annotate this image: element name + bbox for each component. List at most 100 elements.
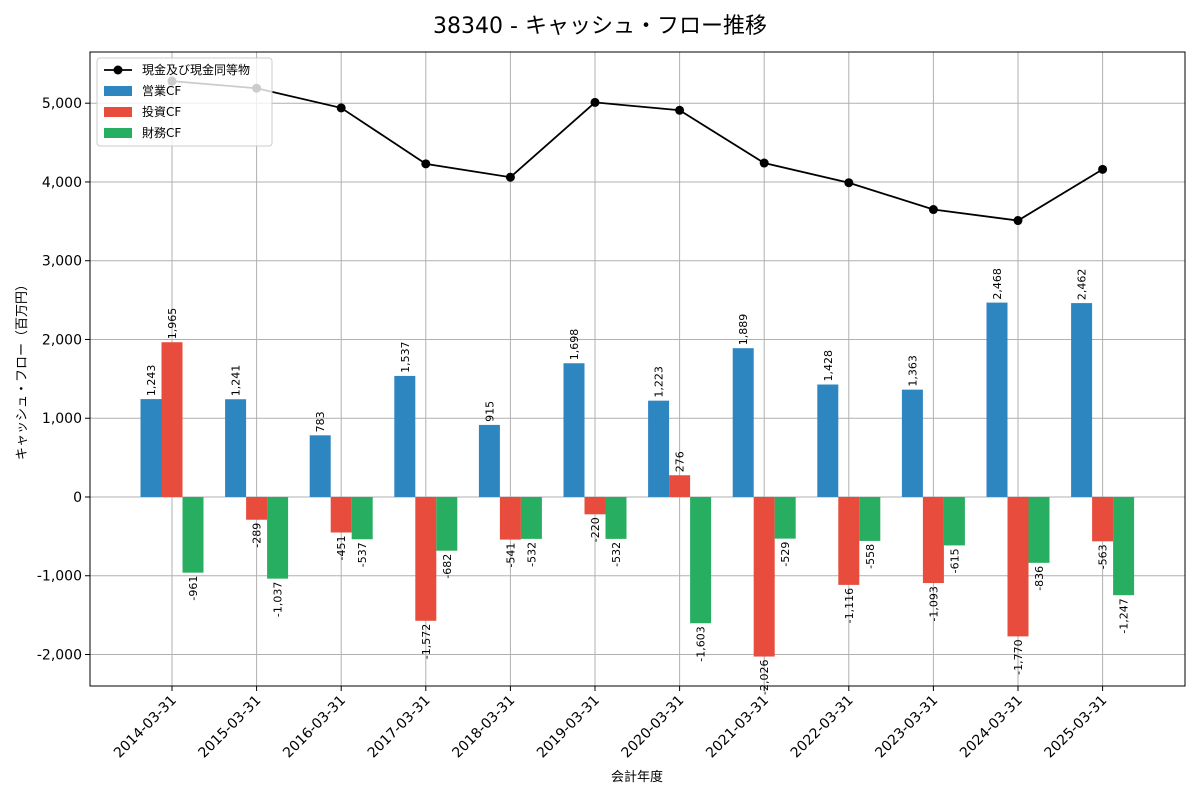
data-label: 1,965 (166, 308, 179, 340)
data-label: 915 (483, 401, 496, 422)
data-label: -961 (187, 576, 200, 601)
data-label: 276 (674, 451, 687, 472)
bar-投資CF (753, 496, 775, 657)
legend-swatch (104, 107, 132, 117)
data-label: -682 (441, 554, 454, 579)
legend-swatch (104, 86, 132, 96)
data-label: 1,537 (399, 341, 412, 373)
bar-投資CF (838, 496, 860, 585)
y-axis-label: キャッシュ・フロー（百万円） (15, 278, 30, 460)
legend-swatch (104, 128, 132, 138)
bar-財務CF (182, 496, 204, 573)
bar-財務CF (690, 496, 712, 624)
legend-label: 財務CF (142, 125, 181, 140)
bar-営業CF (478, 424, 500, 497)
data-label: -558 (864, 544, 877, 569)
data-label: -1,116 (843, 588, 856, 623)
cash-line-point (505, 172, 515, 182)
legend-box (96, 57, 273, 147)
bar-投資CF (922, 496, 944, 584)
x-axis-label: 会計年度 (611, 769, 663, 785)
data-label: 1,241 (230, 365, 243, 397)
data-label: -541 (504, 543, 517, 568)
bar-投資CF (161, 342, 183, 497)
bar-営業CF (817, 384, 839, 497)
data-label: -451 (335, 536, 348, 561)
bar-営業CF (563, 363, 585, 497)
data-label: -1,037 (272, 582, 285, 617)
data-label: 783 (314, 411, 327, 432)
data-label: -1,093 (927, 586, 940, 621)
bar-財務CF (1028, 496, 1050, 563)
bar-投資CF (499, 496, 521, 540)
cash-line-point (759, 158, 769, 168)
y-tick-label: -1,000 (37, 569, 82, 585)
data-label: -563 (1097, 544, 1110, 569)
data-label: -1,603 (695, 626, 708, 661)
data-label: -836 (1033, 566, 1046, 591)
data-label: -220 (589, 517, 602, 542)
bar-投資CF (669, 475, 691, 497)
data-label: 1,428 (822, 350, 835, 382)
data-label: 1,223 (653, 366, 666, 398)
bars (140, 302, 1135, 657)
data-label: -1,770 (1012, 639, 1025, 674)
y-tick-label: 2,000 (42, 332, 82, 348)
bar-営業CF (309, 435, 331, 497)
y-axis-ticks: -2,000 -1,000 0 1,000 2,000 3,000 4,000 5,000 (37, 96, 90, 663)
y-tick-label: 3,000 (42, 254, 82, 270)
bar-営業CF (1071, 303, 1093, 497)
cash-line-point (336, 103, 346, 113)
data-label: -529 (779, 542, 792, 567)
data-label: -532 (610, 542, 623, 567)
bar-財務CF (605, 496, 627, 539)
data-label: 2,462 (1076, 269, 1089, 301)
bar-財務CF (520, 496, 542, 539)
plot-frame (89, 51, 1186, 687)
data-label: 1,243 (145, 365, 158, 397)
bar-営業CF (901, 389, 923, 497)
bar-営業CF (986, 302, 1008, 497)
bar-営業CF (225, 399, 247, 497)
bar-財務CF (267, 496, 289, 579)
chart-title: 38340 - キャッシュ・フロー推移 (433, 14, 767, 39)
data-label: -537 (356, 542, 369, 567)
legend-label: 営業CF (142, 84, 181, 98)
bar-投資CF (330, 496, 352, 533)
bar-財務CF (351, 496, 373, 540)
cash-line-point (844, 178, 854, 188)
bar-財務CF (436, 496, 458, 551)
data-label: -615 (948, 548, 961, 573)
data-label: -1,247 (1118, 598, 1131, 633)
bar-投資CF (1007, 496, 1029, 637)
bar-営業CF (732, 348, 754, 497)
cash-line-point (590, 97, 600, 107)
y-tick-label: 0 (73, 490, 82, 506)
data-label: 2,468 (991, 268, 1004, 300)
y-tick-label: -2,000 (37, 647, 82, 663)
data-label: -1,572 (420, 624, 433, 659)
bar-投資CF (415, 496, 437, 621)
bar-財務CF (859, 496, 881, 541)
data-label: 1,698 (568, 329, 581, 361)
y-tick-label: 4,000 (42, 175, 82, 191)
bar-営業CF (648, 400, 670, 497)
data-label: -532 (525, 542, 538, 567)
cash-line-point (675, 105, 685, 115)
data-label: 1,889 (737, 314, 750, 346)
data-label: -2,026 (758, 660, 771, 695)
data-labels: 1,243 1,241 783 1,537 915 1,698 1,223 1,889 1,42… (145, 268, 1131, 695)
cash-line-point (421, 159, 431, 169)
data-label: -289 (251, 523, 264, 548)
bar-投資CF (1092, 496, 1114, 542)
legend-label: 現金及び現金同等物 (142, 62, 250, 77)
bar-財務CF (774, 496, 796, 539)
bar-営業CF (394, 375, 416, 497)
cash-line-path (171, 80, 1104, 222)
bar-営業CF (140, 399, 162, 497)
legend-swatch-marker (113, 65, 123, 75)
cash-line-point (1013, 216, 1023, 226)
bar-投資CF (246, 496, 268, 520)
